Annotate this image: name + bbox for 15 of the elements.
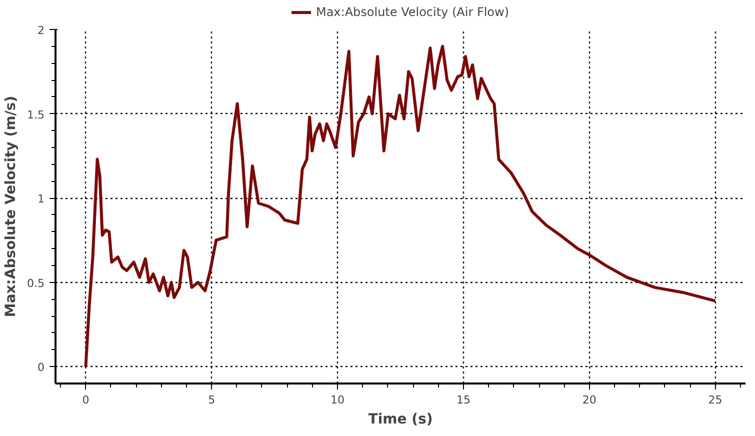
x-tick-label: 5: [208, 394, 216, 406]
y-tick-label: 1.5: [27, 108, 45, 122]
y-tick-label: 0.5: [27, 276, 45, 290]
line-series: [84, 44, 717, 368]
legend-label: Max:Absolute Velocity (Air Flow): [316, 5, 510, 19]
x-axis-title: Time (s): [368, 412, 433, 428]
x-tick-label: 15: [456, 394, 470, 406]
y-tick-label: 2: [38, 24, 44, 37]
x-tick-label: 10: [330, 394, 345, 406]
x-tick-label: 0: [82, 394, 90, 406]
y-tick-label: 1: [38, 192, 44, 206]
x-tick-label: 25: [708, 394, 722, 406]
x-tick-label: 20: [582, 394, 596, 406]
y-axis-title: Max:Absolute Velocity (m/s): [3, 96, 20, 318]
y-tick-label: 0: [38, 361, 44, 374]
